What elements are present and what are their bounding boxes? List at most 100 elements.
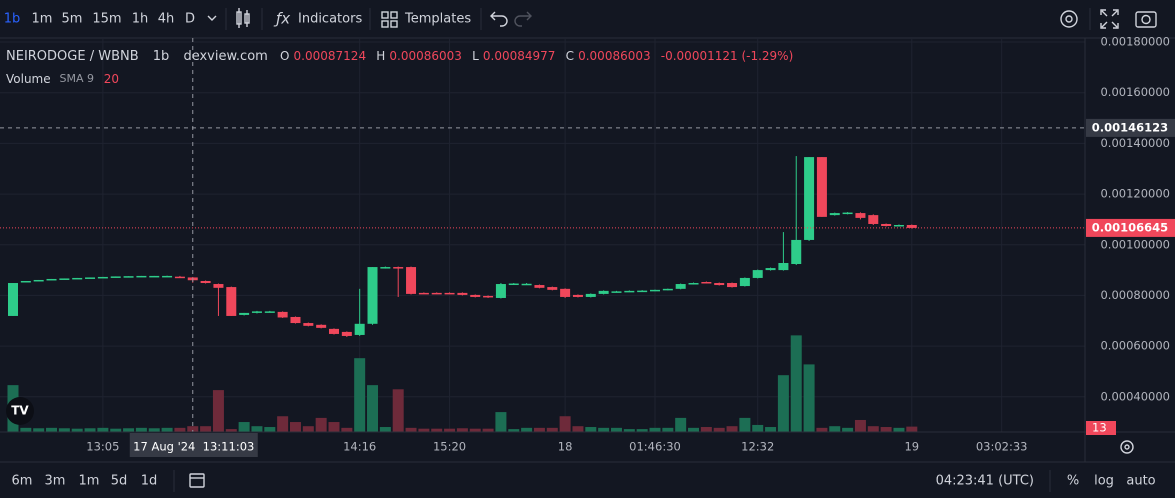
close-label: C <box>566 49 574 63</box>
indicators-icon[interactable]: ƒx <box>273 10 290 28</box>
candle-body <box>624 290 635 293</box>
volume-bar <box>161 427 173 432</box>
redo-button[interactable] <box>514 11 532 27</box>
y-tick-label: 0.00120000 <box>1100 187 1170 201</box>
candle-body <box>791 239 802 265</box>
candle-body <box>33 279 44 282</box>
x-tick-label: 18 <box>558 440 573 454</box>
candle-body <box>534 285 545 288</box>
y-tick-label: 0.00060000 <box>1100 339 1170 353</box>
interval-menu[interactable] <box>207 15 217 21</box>
interval-button[interactable]: 15m <box>92 12 121 27</box>
screenshot-button[interactable] <box>1135 11 1157 28</box>
volume-bar <box>752 424 764 432</box>
range-button[interactable]: 1m <box>79 474 100 489</box>
candle-body <box>752 270 763 278</box>
interval-button[interactable]: 4h <box>158 12 175 27</box>
candle-body <box>162 275 173 278</box>
volume-last-box <box>1086 421 1116 435</box>
y-tick-label: 0.00100000 <box>1100 237 1170 251</box>
volume-bar <box>367 385 379 432</box>
sma-label: SMA 9 <box>59 72 94 85</box>
symbol: NEIRODOGE / WBNB <box>6 49 139 64</box>
log-button[interactable]: log <box>1094 474 1114 489</box>
interval: 1b <box>153 49 170 64</box>
range-button[interactable]: 6m <box>12 474 33 489</box>
volume-bar <box>238 422 250 432</box>
x-tick-label: 19 <box>904 440 919 454</box>
templates-icon[interactable] <box>381 11 398 28</box>
volume-bar <box>302 426 314 432</box>
volume-bar <box>572 426 584 432</box>
candle-body <box>8 283 18 316</box>
range-button[interactable]: 1d <box>141 474 158 489</box>
volume-bar <box>187 426 199 432</box>
candle-body <box>354 323 365 335</box>
volume-bar <box>354 358 366 432</box>
interval-button[interactable]: 1h <box>132 12 149 27</box>
clock: 04:23:41 (UTC) <box>936 474 1034 489</box>
candle-body <box>650 289 660 292</box>
candle-body <box>290 316 301 324</box>
volume-bar <box>135 427 147 432</box>
candle-body <box>662 288 673 291</box>
interval-button[interactable]: D <box>185 12 195 27</box>
volume-bar <box>649 427 661 432</box>
volume-bar <box>251 426 263 432</box>
volume-bar <box>662 427 674 432</box>
volume-bar <box>533 427 545 432</box>
tv-logo[interactable]: TV <box>6 397 34 425</box>
goto-date-button[interactable] <box>189 473 205 488</box>
volume-bar <box>867 426 879 432</box>
indicators-button[interactable]: Indicators <box>298 12 362 27</box>
plot-area <box>0 38 1085 432</box>
undo-button[interactable] <box>490 11 508 27</box>
volume-bar <box>829 426 841 432</box>
candle-body <box>727 283 738 288</box>
candle-body <box>701 282 712 284</box>
volume-bar <box>110 428 122 432</box>
candle-body <box>149 275 160 278</box>
candle-body <box>174 276 185 279</box>
percent-button[interactable]: % <box>1067 474 1079 489</box>
candle-body <box>804 157 815 240</box>
toolbar: ƒx Indicators Templates <box>0 8 1175 39</box>
candle-body <box>85 277 96 279</box>
crosshair-time-box <box>129 433 258 457</box>
x-tick-label: 15:20 <box>433 440 466 454</box>
crosshair-price-box <box>1086 118 1175 137</box>
chart-type-button[interactable] <box>236 8 250 28</box>
volume-bar <box>264 427 276 432</box>
volume-bar <box>623 429 635 432</box>
candle-body <box>868 215 879 224</box>
fullscreen-button[interactable] <box>1100 9 1119 29</box>
sma-value: 20 <box>104 72 119 86</box>
candle-body <box>560 288 571 297</box>
templates-button[interactable]: Templates <box>404 12 471 27</box>
volume-bar <box>225 429 237 432</box>
candle-body <box>20 280 31 283</box>
volume-legend: Volume SMA 9 20 <box>6 72 119 86</box>
candle-body <box>277 311 288 318</box>
range-button[interactable]: 3m <box>45 474 66 489</box>
volume-bar <box>148 428 160 432</box>
settings-button[interactable] <box>1060 10 1078 28</box>
interval-button[interactable]: 1b <box>4 12 21 27</box>
interval-button[interactable]: 5m <box>62 12 83 27</box>
candle-body <box>303 323 314 326</box>
volume-bar <box>675 417 687 432</box>
volume-bar <box>315 417 327 432</box>
axis-settings-button[interactable] <box>1120 440 1134 454</box>
open-label: O <box>280 49 289 63</box>
auto-button[interactable]: auto <box>1126 474 1155 489</box>
candle-body <box>418 292 429 295</box>
close-value: 0.00086003 <box>578 49 651 63</box>
interval-button[interactable]: 1m <box>32 12 53 27</box>
crosshair-price-label: 0.00146123 <box>1092 120 1168 134</box>
candle-body <box>906 224 917 228</box>
range-button[interactable]: 5d <box>111 474 128 489</box>
candle-body <box>329 328 339 334</box>
volume-bar <box>418 428 430 432</box>
